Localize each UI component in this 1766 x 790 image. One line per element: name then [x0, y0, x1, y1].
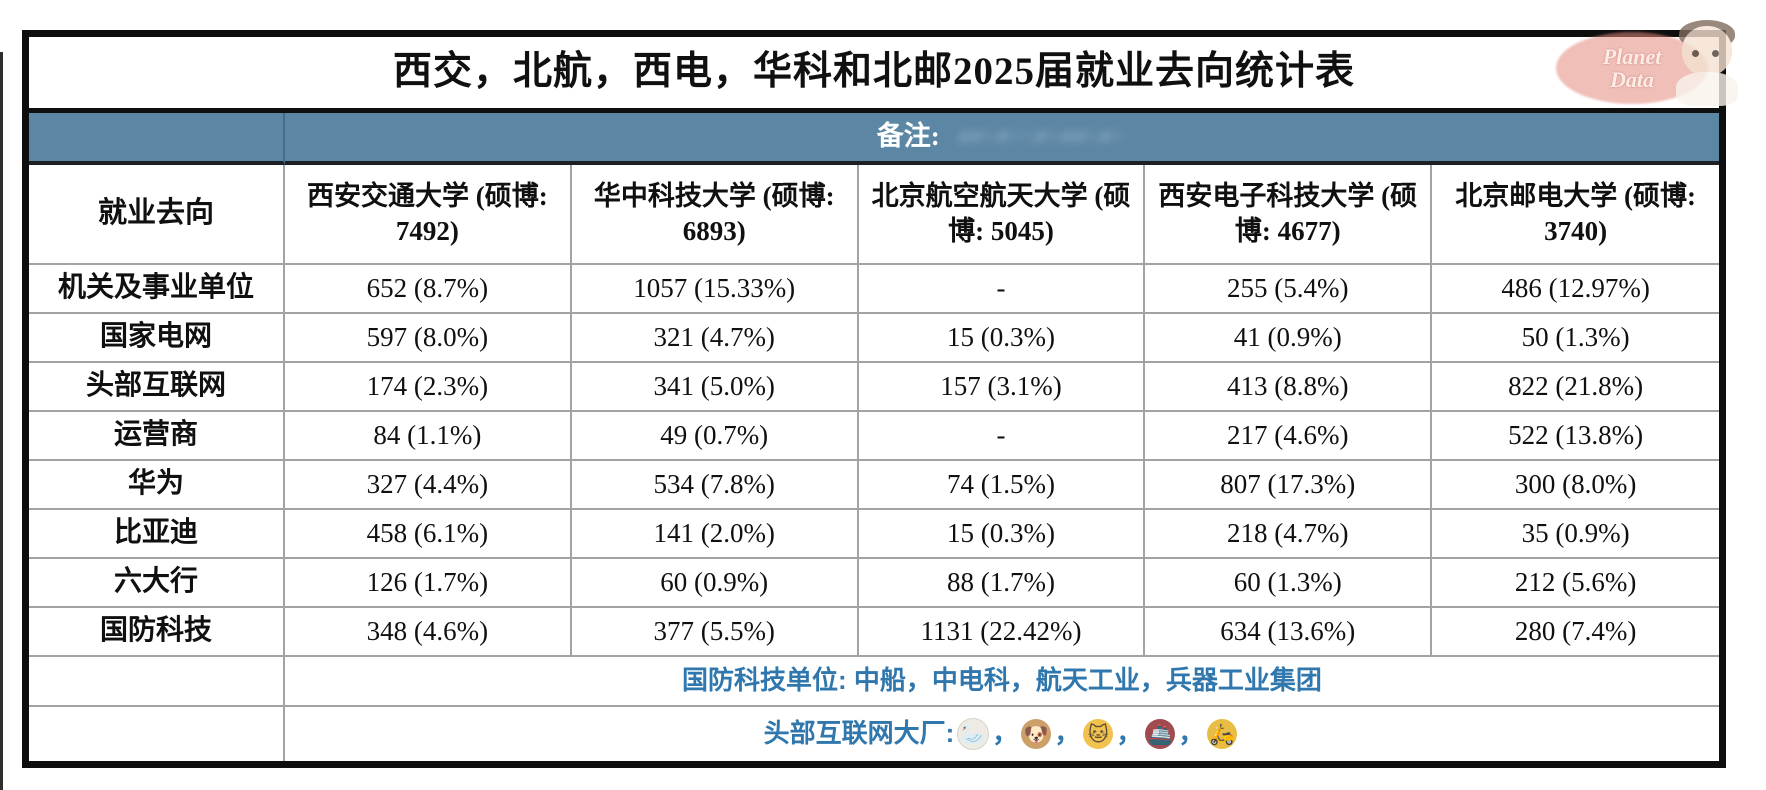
data-cell: 35 (0.9%)	[1432, 510, 1719, 559]
table-title: 西交，北航，西电，华科和北邮2025届就业去向统计表	[29, 37, 1719, 113]
data-cell: 280 (7.4%)	[1432, 608, 1719, 657]
footnote2-left-cell	[29, 707, 285, 761]
data-cell: 634 (13.6%)	[1145, 608, 1433, 657]
data-cell: 1131 (22.42%)	[858, 608, 1146, 657]
row-label: 机关及事业单位	[29, 265, 285, 314]
emoji-separator: ，	[992, 718, 1019, 749]
screenshot-edge-artifact	[0, 52, 3, 790]
column-header-bupt: 北京邮电大学 (硕博: 3740)	[1432, 165, 1719, 265]
corner-header: 就业去向	[29, 165, 285, 265]
data-cell: 486 (12.97%)	[1432, 265, 1719, 314]
cat-emoji-icon: 🐱	[1083, 719, 1114, 749]
data-cell: 60 (1.3%)	[1145, 559, 1433, 608]
redacted-note: ••·•··•·••·•·	[956, 124, 1131, 150]
logo-line2: Data	[1610, 67, 1654, 92]
row-label: 头部互联网	[29, 363, 285, 412]
internet-note-prefix: 头部互联网大厂:	[763, 718, 955, 749]
note-band-left-cell	[29, 113, 285, 165]
data-cell: 522 (13.8%)	[1432, 412, 1719, 461]
row-label: 六大行	[29, 559, 285, 608]
data-cell: 50 (1.3%)	[1432, 314, 1719, 363]
data-cell: 321 (4.7%)	[571, 314, 859, 363]
row-label: 运营商	[29, 412, 285, 461]
data-cell: 255 (5.4%)	[1145, 265, 1433, 314]
data-cell: 174 (2.3%)	[285, 363, 572, 412]
data-cell: 217 (4.6%)	[1145, 412, 1433, 461]
data-cell: 212 (5.6%)	[1432, 559, 1719, 608]
data-cell: 41 (0.9%)	[1145, 314, 1433, 363]
scooter-emoji-icon: 🛵	[1207, 719, 1238, 749]
data-cell: 15 (0.3%)	[858, 510, 1146, 559]
dog-emoji-icon: 🐶	[1021, 719, 1052, 749]
note-label: 备注:	[876, 121, 940, 152]
column-header-xjtu: 西安交通大学 (硕博: 7492)	[285, 165, 572, 265]
data-cell: 1057 (15.33%)	[571, 265, 859, 314]
column-header-xidian: 西安电子科技大学 (硕博: 4677)	[1145, 165, 1433, 265]
data-cell: 84 (1.1%)	[285, 412, 572, 461]
data-cell: 652 (8.7%)	[285, 265, 572, 314]
row-label: 国家电网	[29, 314, 285, 363]
data-cell: -	[858, 265, 1146, 314]
data-cell: 822 (21.8%)	[1432, 363, 1719, 412]
note-row: 备注: ••·•··•·••·•·	[285, 113, 1719, 165]
column-header-hust: 华中科技大学 (硕博: 6893)	[571, 165, 859, 265]
data-cell: 157 (3.1%)	[858, 363, 1146, 412]
logo-line1: Planet	[1602, 43, 1662, 69]
mascot-face-icon	[1674, 20, 1740, 108]
data-cell: 348 (4.6%)	[285, 608, 572, 657]
footnote1-left-cell	[29, 657, 285, 707]
data-cell: 534 (7.8%)	[571, 461, 859, 510]
row-label: 华为	[29, 461, 285, 510]
data-cell: 597 (8.0%)	[285, 314, 572, 363]
data-cell: 458 (6.1%)	[285, 510, 572, 559]
emoji-separator: ，	[1054, 718, 1081, 749]
data-cell: 88 (1.7%)	[858, 559, 1146, 608]
row-label: 国防科技	[29, 608, 285, 657]
data-cell: 15 (0.3%)	[858, 314, 1146, 363]
data-cell: 141 (2.0%)	[571, 510, 859, 559]
data-cell: 300 (8.0%)	[1432, 461, 1719, 510]
data-cell: 377 (5.5%)	[571, 608, 859, 657]
emoji-separator: ，	[1116, 718, 1143, 749]
column-header-buaa: 北京航空航天大学 (硕博: 5045)	[858, 165, 1146, 265]
data-cell: 807 (17.3%)	[1145, 461, 1433, 510]
data-cell: 218 (4.7%)	[1145, 510, 1433, 559]
data-cell: 126 (1.7%)	[285, 559, 572, 608]
data-cell: 49 (0.7%)	[571, 412, 859, 461]
swan-emoji-icon: 🦢	[957, 718, 990, 750]
row-label: 比亚迪	[29, 510, 285, 559]
internet-companies-note: 头部互联网大厂: 🦢 ， 🐶 ， 🐱 ， 🚢 ， 🛵	[285, 707, 1719, 761]
data-cell: -	[858, 412, 1146, 461]
ship-emoji-icon: 🚢	[1145, 719, 1176, 749]
logo-text: Planet Data	[1556, 32, 1708, 104]
data-cell: 327 (4.4%)	[285, 461, 572, 510]
data-cell: 413 (8.8%)	[1145, 363, 1433, 412]
data-cell: 341 (5.0%)	[571, 363, 859, 412]
employment-statistics-table: 西交，北航，西电，华科和北邮2025届就业去向统计表 备注: ••·•··•·•…	[22, 30, 1726, 768]
defense-note: 国防科技单位: 中船，中电科，航天工业，兵器工业集团	[285, 657, 1719, 707]
data-cell: 74 (1.5%)	[858, 461, 1146, 510]
planet-data-logo: Planet Data	[1556, 20, 1746, 112]
emoji-separator: ，	[1178, 718, 1205, 749]
data-cell: 60 (0.9%)	[571, 559, 859, 608]
